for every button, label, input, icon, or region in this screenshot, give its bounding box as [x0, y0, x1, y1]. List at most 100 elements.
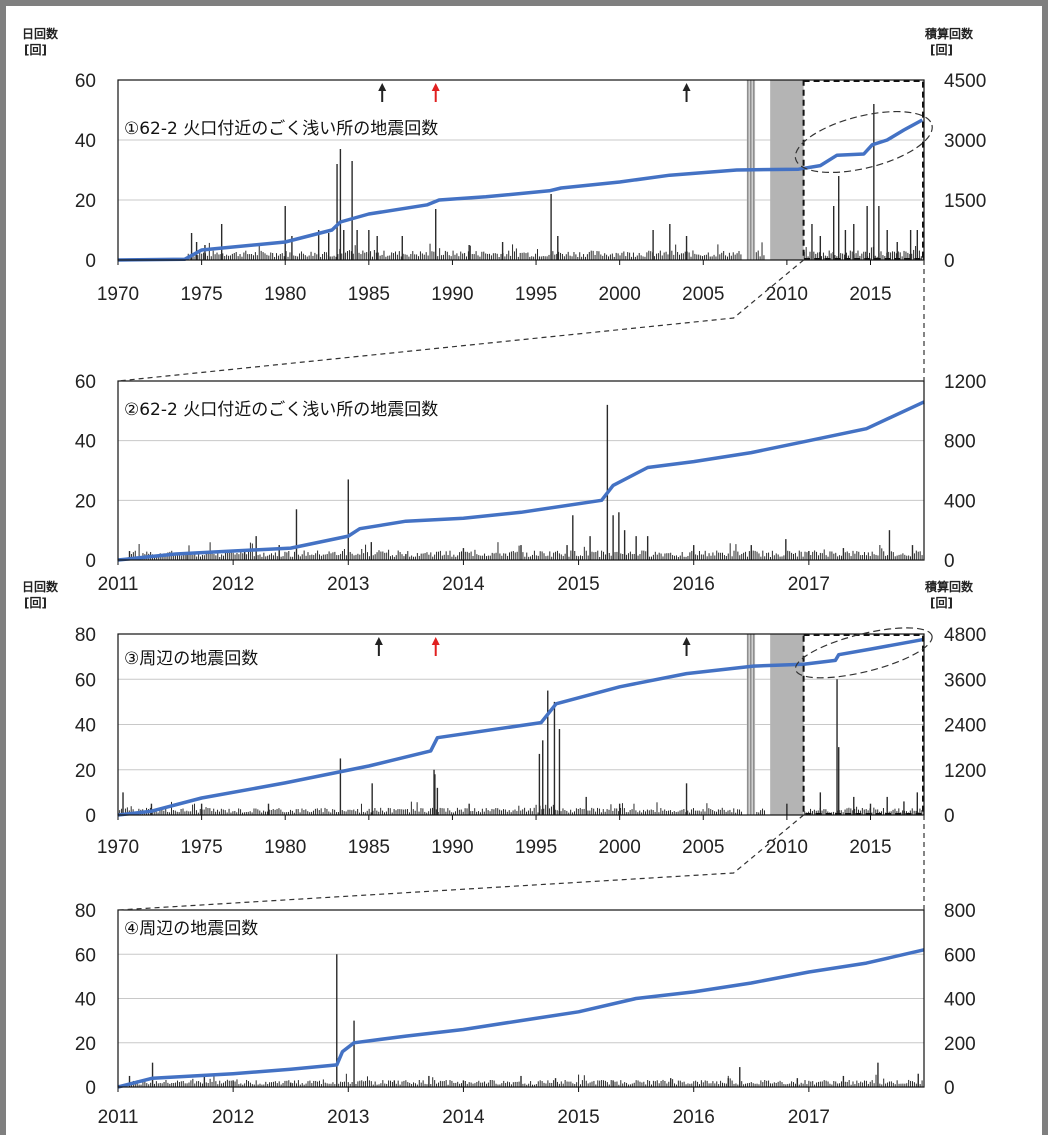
- p1-arrow-head: [431, 83, 440, 91]
- panel-3: 日回数 [回] 積算回数 [回] 0 20 40 60 80 0 1200 2400 3600 4…: [22, 579, 986, 858]
- p1-x-tick-label: 1970: [97, 284, 139, 305]
- p4-left-tick-label: 20: [75, 1034, 96, 1055]
- p3-right-axis-unit: [回]: [930, 596, 953, 610]
- p3-left-axis-label: 日回数: [22, 579, 59, 594]
- p4-cumulative-line: [117, 948, 925, 1089]
- p2-x-tick-label: 2011: [98, 574, 139, 595]
- p3-cumulative-line: [117, 637, 923, 817]
- p3-eruption-arrow: [374, 637, 383, 656]
- p3-left-tick-label: 0: [85, 806, 96, 827]
- p3-left-tick-label: 80: [75, 625, 96, 646]
- p4-left-tick-label: 40: [75, 990, 96, 1011]
- panel-2: 0 20 40 60 0 400 800 1200 2011 2012 2013 2014 2015 20…: [75, 372, 986, 595]
- p1-x-tick-label: 1990: [431, 284, 473, 305]
- p3-arrow-head: [431, 637, 440, 645]
- p3-title: ③周辺の地震回数: [124, 649, 258, 669]
- p4-x-tick-label: 2012: [212, 1107, 254, 1128]
- p3-arrow-head: [374, 637, 383, 645]
- p3-eruption-arrow: [431, 637, 440, 656]
- p4-left-tick-label: 0: [85, 1078, 96, 1099]
- p3-trend-ellipse: [794, 627, 933, 679]
- p1-eruption-arrow: [682, 83, 691, 102]
- p3-gap-band: [770, 634, 804, 815]
- p1-eruption-arrow: [378, 83, 387, 102]
- p3-left-tick-label: 20: [75, 761, 96, 782]
- p1-zoom-connector-left: [117, 259, 804, 382]
- p4-x-tick-label: 2016: [673, 1107, 715, 1128]
- p1-left-tick-label: 60: [75, 71, 96, 92]
- p1-x-tick-label: 1975: [180, 284, 222, 305]
- p3-right-axis-label: 積算回数: [924, 579, 974, 594]
- p3-x-tick-label: 2015: [849, 837, 891, 858]
- p3-x-tick-label: 2000: [599, 837, 641, 858]
- p4-x-tick-label: 2017: [788, 1107, 830, 1128]
- panel-1: 日回数 [回] 積算回数 [回] 0 20 40 60 0 1500 3000 4500 197…: [22, 26, 986, 305]
- p4-left-tick-label: 60: [75, 945, 96, 966]
- p2-right-tick-label: 0: [944, 551, 955, 572]
- p3-right-tick-label: 0: [944, 806, 955, 827]
- p1-x-tick-label: 2015: [849, 284, 891, 305]
- p1-x-tick-label: 1995: [515, 284, 557, 305]
- p3-right-tick-label: 4800: [944, 625, 986, 646]
- p3-x-tick-label: 2010: [766, 837, 808, 858]
- p3-x-tick-label: 1970: [97, 837, 139, 858]
- p1-eruption-arrow: [431, 83, 440, 102]
- p2-plot-frame: [117, 380, 925, 561]
- p4-x-tick-label: 2013: [327, 1107, 369, 1128]
- p2-x-tick-label: 2017: [788, 574, 830, 595]
- p3-plot-frame: [117, 633, 925, 816]
- p2-x-tick-label: 2014: [442, 574, 485, 595]
- p1-right-tick-label: 0: [944, 251, 955, 272]
- p2-left-tick-label: 40: [75, 432, 96, 453]
- p1-left-tick-label: 0: [85, 251, 96, 272]
- p3-zoom-connector-left: [117, 814, 804, 911]
- p1-left-tick-label: 40: [75, 131, 96, 152]
- p2-left-tick-label: 60: [75, 372, 96, 393]
- p2-x-tick-label: 2016: [673, 574, 715, 595]
- p3-x-tick-label: 1975: [180, 837, 222, 858]
- p3-eruption-arrow: [682, 637, 691, 656]
- p4-right-tick-label: 800: [944, 901, 976, 922]
- p2-left-tick-label: 0: [85, 551, 96, 572]
- p4-x-tick-label: 2015: [557, 1107, 599, 1128]
- p1-plot-frame: [117, 79, 925, 261]
- p1-title: ①62-2 火口付近のごく浅い所の地震回数: [124, 119, 438, 139]
- p3-gap-band: [746, 634, 756, 815]
- p1-right-axis-unit: [回]: [930, 43, 953, 57]
- p4-right-tick-label: 0: [944, 1078, 955, 1099]
- p2-x-tick-label: 2013: [327, 574, 369, 595]
- p3-x-tick-label: 1990: [431, 837, 473, 858]
- p2-right-tick-label: 1200: [944, 372, 986, 393]
- p3-left-axis-unit: [回]: [24, 596, 47, 610]
- p1-left-axis-unit: [回]: [24, 43, 47, 57]
- p3-x-tick-label: 1985: [348, 837, 390, 858]
- p1-x-tick-label: 2005: [682, 284, 724, 305]
- p2-right-tick-label: 400: [944, 491, 976, 512]
- p4-x-tick-label: 2014: [442, 1107, 485, 1128]
- p4-plot-frame: [117, 909, 925, 1088]
- p2-x-tick-label: 2015: [557, 574, 599, 595]
- p1-zoom-box: [802, 80, 925, 260]
- p1-cumulative-line: [117, 118, 924, 262]
- p1-left-tick-label: 20: [75, 191, 96, 212]
- p1-arrow-head: [378, 83, 387, 91]
- p3-left-tick-label: 40: [75, 716, 96, 737]
- p1-x-tick-label: 2010: [766, 284, 808, 305]
- p2-cumulative-line: [117, 400, 925, 562]
- p3-x-tick-label: 1995: [515, 837, 557, 858]
- p3-arrow-head: [682, 637, 691, 645]
- p3-x-tick-label: 1980: [264, 837, 306, 858]
- p2-left-tick-label: 20: [75, 491, 96, 512]
- p1-right-tick-label: 3000: [944, 131, 986, 152]
- p1-x-tick-label: 2000: [599, 284, 641, 305]
- p4-right-tick-label: 400: [944, 990, 976, 1011]
- p1-arrow-head: [682, 83, 691, 91]
- p4-left-tick-label: 80: [75, 901, 96, 922]
- p4-right-tick-label: 600: [944, 945, 976, 966]
- p1-left-axis-label: 日回数: [22, 26, 59, 41]
- p1-right-tick-label: 4500: [944, 71, 986, 92]
- p3-right-tick-label: 1200: [944, 761, 986, 782]
